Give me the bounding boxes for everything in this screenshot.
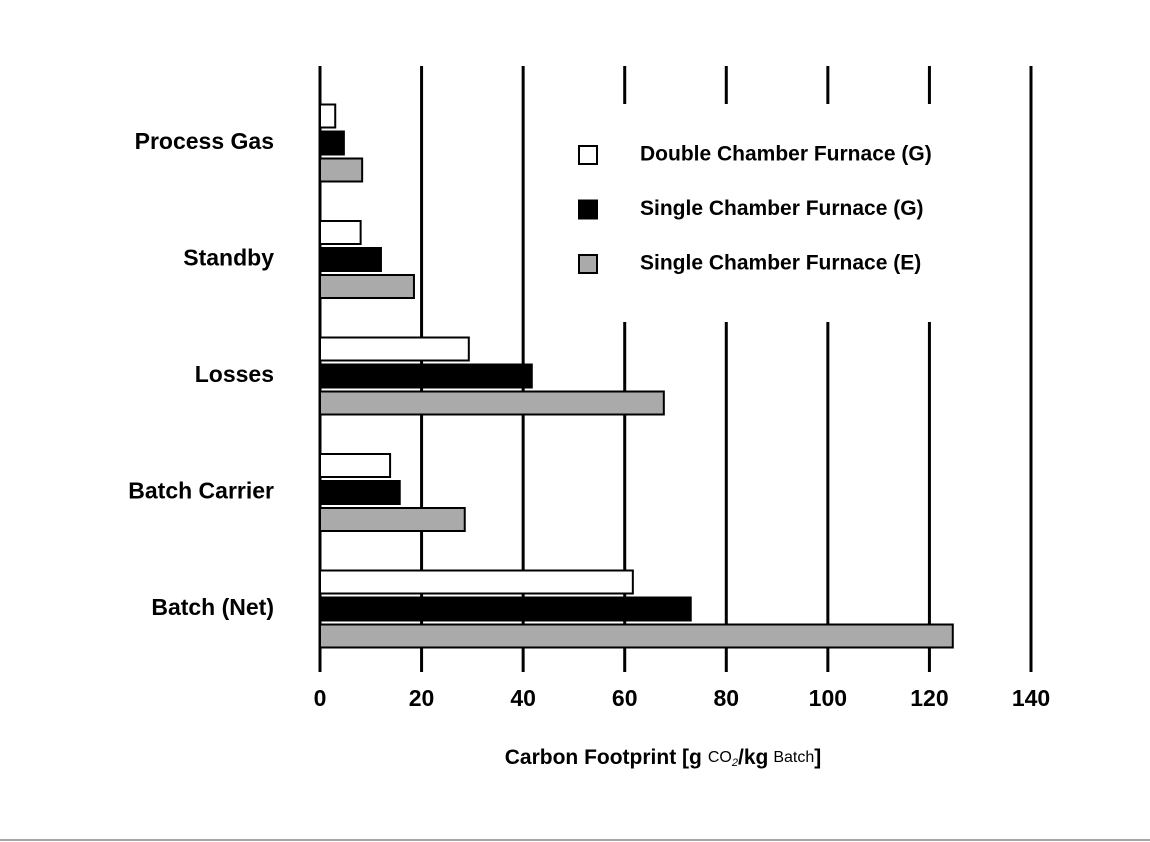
bar	[319, 247, 382, 272]
bar	[319, 623, 954, 649]
bar	[319, 103, 337, 129]
y-tick-label: Standby	[183, 245, 274, 271]
y-tick-label: Batch (Net)	[151, 594, 274, 620]
x-tick-label: 80	[713, 685, 739, 711]
x-tick-label: 100	[809, 685, 847, 711]
x-tick-label: 40	[510, 685, 536, 711]
x-tick-label: 140	[1012, 685, 1050, 711]
x-axis-label-part: ]	[814, 746, 821, 769]
bar	[319, 157, 364, 183]
x-axis-label-part: Batch	[773, 749, 814, 766]
bar	[319, 336, 470, 362]
bar	[319, 480, 401, 505]
legend-swatch	[578, 145, 598, 165]
legend-label: Single Chamber Furnace (E)	[640, 252, 921, 275]
y-tick-label: Process Gas	[135, 128, 274, 154]
bar	[319, 507, 466, 532]
x-tick-label: 120	[910, 685, 948, 711]
legend-label: Double Chamber Furnace (G)	[640, 143, 932, 166]
legend-swatch	[578, 199, 598, 220]
bar	[319, 130, 345, 156]
legend-swatch	[578, 254, 598, 274]
x-tick-label: 0	[314, 685, 327, 711]
y-tick-label: Batch Carrier	[128, 478, 274, 504]
bar	[319, 453, 392, 478]
bar	[319, 569, 634, 595]
legend-background	[562, 104, 1000, 322]
x-tick-label: 60	[612, 685, 638, 711]
bar	[319, 390, 665, 416]
x-axis-label-part: /kg	[738, 746, 768, 769]
legend-label: Single Chamber Furnace (G)	[640, 197, 924, 220]
bar	[319, 274, 415, 299]
x-tick-label: 20	[409, 685, 435, 711]
bar	[319, 596, 692, 622]
x-axis-label: Carbon Footprint [g CO2/kg Batch]	[505, 746, 822, 769]
bar	[319, 220, 362, 245]
x-axis-label-part: Carbon Footprint [g	[505, 746, 702, 769]
x-axis-label-part: 2	[731, 757, 738, 769]
bar	[319, 363, 533, 389]
x-axis-label-part: CO	[708, 749, 732, 766]
y-tick-label: Losses	[195, 361, 274, 387]
